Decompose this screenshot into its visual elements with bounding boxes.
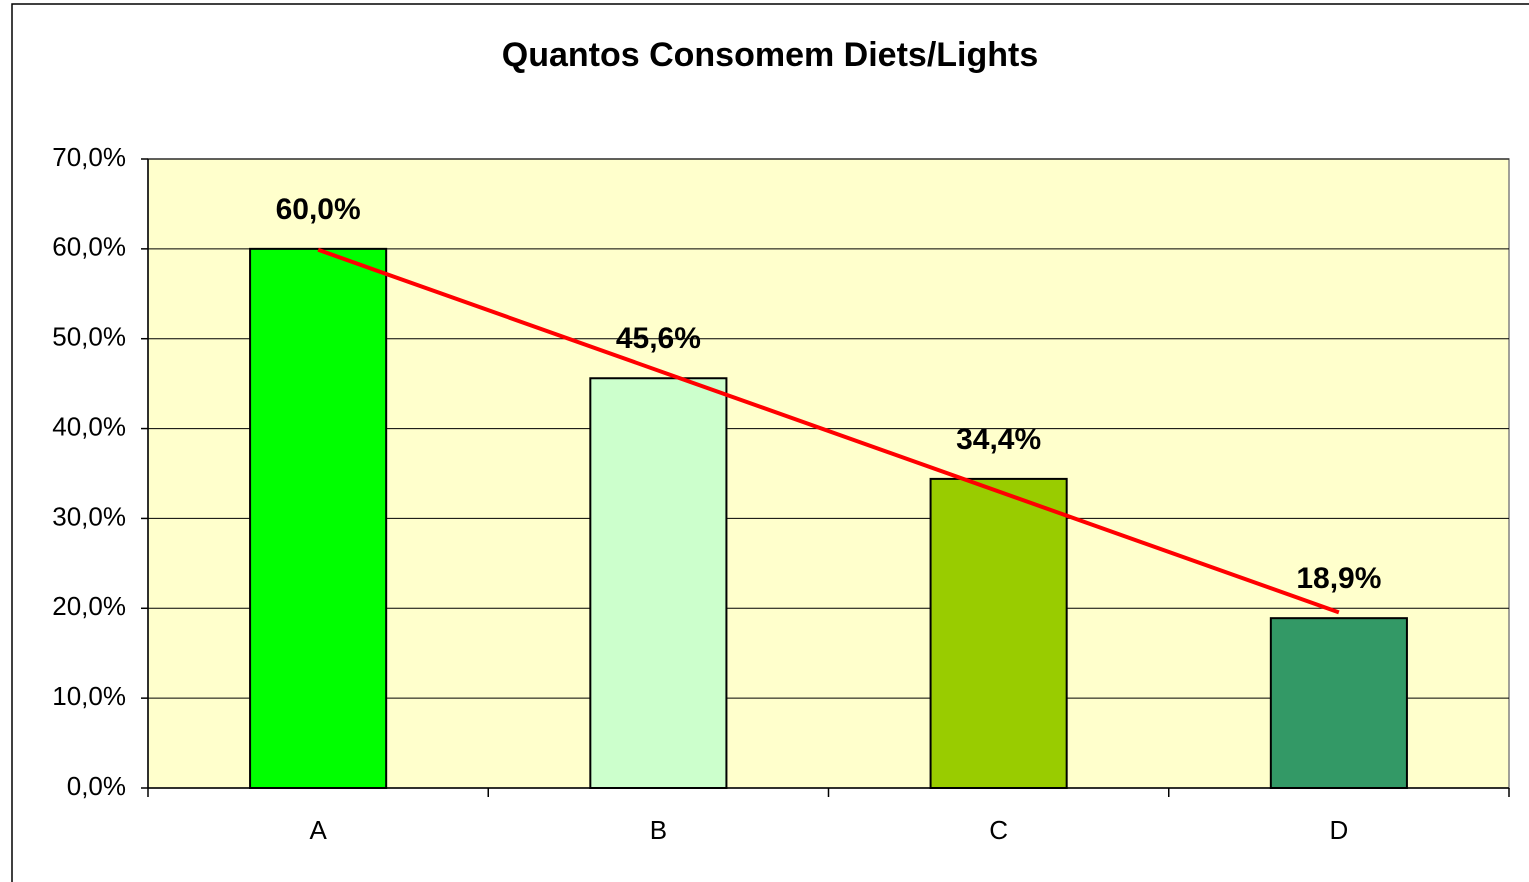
trendline bbox=[317, 247, 1340, 615]
y-tick-label: 30,0% bbox=[52, 501, 126, 531]
x-tick-label: A bbox=[309, 815, 327, 845]
value-label: 34,4% bbox=[956, 423, 1041, 456]
y-tick-label: 40,0% bbox=[52, 411, 126, 441]
bar bbox=[1269, 617, 1408, 789]
y-tick-label: 60,0% bbox=[52, 232, 126, 262]
value-label: 45,6% bbox=[616, 322, 701, 355]
y-tick-label: 10,0% bbox=[52, 681, 126, 711]
bar bbox=[929, 477, 1068, 789]
value-label: 18,9% bbox=[1296, 562, 1381, 595]
x-tick-label: C bbox=[989, 815, 1008, 845]
y-tick-label: 0,0% bbox=[67, 771, 126, 801]
y-tick-label: 50,0% bbox=[52, 322, 126, 352]
y-tick-label: 70,0% bbox=[52, 142, 126, 172]
bar bbox=[589, 377, 728, 789]
value-label: 60,0% bbox=[276, 193, 361, 226]
x-tick-label: B bbox=[650, 815, 667, 845]
y-tick-label: 20,0% bbox=[52, 591, 126, 621]
chart-title: Quantos Consomem Diets/Lights bbox=[502, 36, 1039, 74]
bar bbox=[249, 247, 388, 790]
x-tick-label: D bbox=[1329, 815, 1348, 845]
